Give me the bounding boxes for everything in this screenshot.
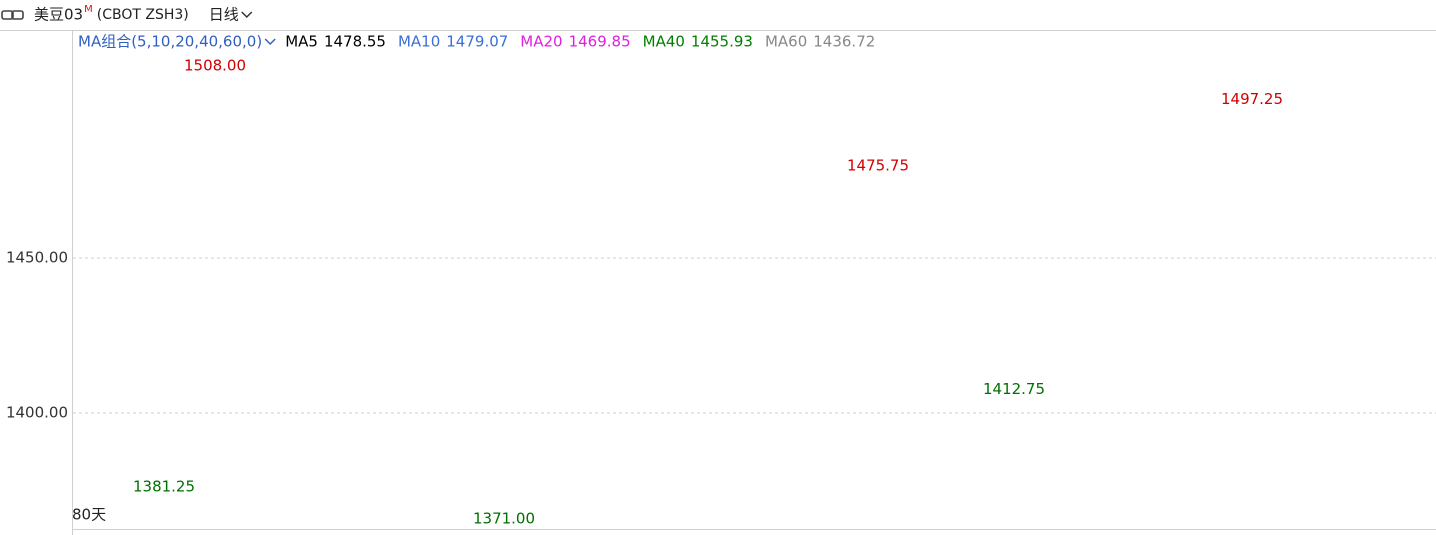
days-label: 80天 (72, 506, 106, 524)
icon-part (1, 10, 14, 20)
low-label: 1412.75 (983, 380, 1045, 398)
legend-name: MA10 (398, 33, 440, 51)
instrument-mark: M (84, 4, 93, 15)
icon-part (11, 10, 24, 20)
y-tick-label: 1450.00 (6, 249, 68, 267)
legend-value: 1455.93 (691, 33, 753, 51)
legend-name: MA20 (520, 33, 562, 51)
high-label: 1497.25 (1221, 90, 1283, 108)
legend-value: 1469.85 (569, 33, 631, 51)
legend-name: MA5 (285, 33, 318, 51)
legend-value: 1436.72 (813, 33, 875, 51)
y-tick-label: 1400.00 (6, 404, 68, 422)
dropdown-chevron (241, 11, 253, 19)
legend-value: 1478.55 (324, 33, 386, 51)
legend-name: MA40 (643, 33, 685, 51)
dropdown-chevron (264, 38, 276, 46)
period-selector[interactable]: 日线 (209, 6, 239, 24)
indicator-selector[interactable]: MA组合(5,10,20,40,60,0) (78, 33, 262, 51)
link-icon[interactable] (1, 10, 24, 20)
instrument-name: 美豆03 (34, 6, 83, 24)
legend-value: 1479.07 (446, 33, 508, 51)
legend-name: MA60 (765, 33, 807, 51)
low-label: 1371.00 (473, 509, 535, 527)
low-label: 1381.25 (133, 478, 195, 496)
instrument-symbol: (CBOT ZSH3) (97, 7, 189, 23)
high-label: 1508.00 (184, 57, 246, 75)
high-label: 1475.75 (847, 157, 909, 175)
